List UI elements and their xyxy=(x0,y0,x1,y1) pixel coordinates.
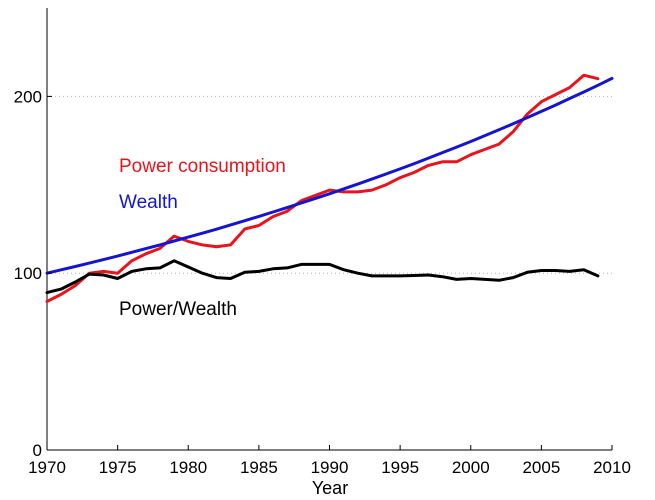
x-axis-title: Year xyxy=(312,478,348,498)
series-lines xyxy=(45,73,614,303)
y-tick-label: 0 xyxy=(33,441,42,460)
x-tick-label: 1985 xyxy=(240,458,278,477)
x-tick-label: 2005 xyxy=(522,458,560,477)
series-line-wealth xyxy=(45,76,614,275)
axes xyxy=(46,8,612,451)
tick-labels: 1970 1975 1980 1985 1990 1995 2000 2005 2010 0 100… xyxy=(14,87,631,477)
x-tick-label: 2000 xyxy=(452,458,490,477)
annotation-power-consumption: Power consumption xyxy=(119,156,286,177)
x-tick-label: 1980 xyxy=(169,458,207,477)
gridlines xyxy=(47,95,612,274)
x-tick-label: 1970 xyxy=(28,458,66,477)
x-tick-label: 1975 xyxy=(99,458,137,477)
x-tick-label: 1995 xyxy=(381,458,419,477)
x-tick-label: 1990 xyxy=(311,458,349,477)
series-line-power-consumption xyxy=(45,73,600,303)
annotation-power-wealth: Power/Wealth xyxy=(119,299,237,320)
annotation-wealth: Wealth xyxy=(119,192,178,213)
y-tick-label: 200 xyxy=(14,87,42,106)
x-tick-label: 2010 xyxy=(593,458,631,477)
y-tick-label: 100 xyxy=(14,264,42,283)
series-line-power-wealth xyxy=(45,259,600,295)
